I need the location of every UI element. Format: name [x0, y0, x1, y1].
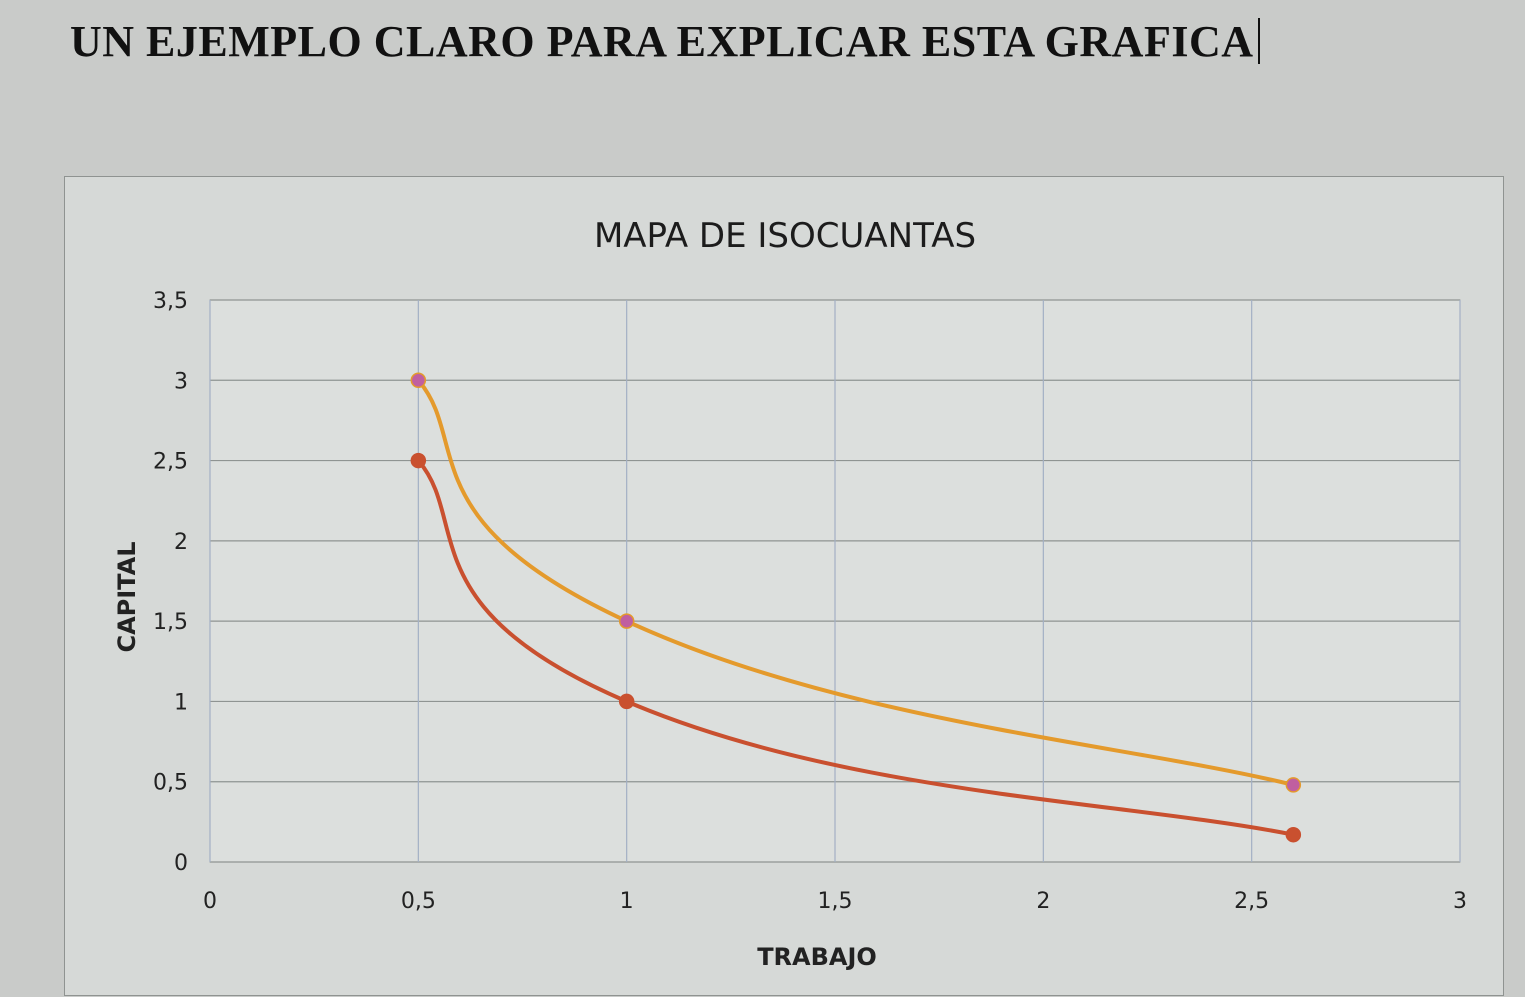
chart-grid	[209, 299, 1461, 863]
chart-series	[410, 372, 1302, 843]
chart-ticks: 0 0,5 1 1,5 2 2,5 3 3,5 0 0,5 1 1,5 2 2,5 3	[153, 289, 1467, 914]
series-1-point	[410, 372, 427, 389]
series-1-point	[1285, 777, 1302, 793]
y-tick-label: 0,5	[153, 771, 188, 796]
y-tick-label: 2	[174, 530, 188, 555]
series-2-point	[618, 693, 635, 710]
x-tick-label: 2	[1036, 889, 1050, 914]
x-tick-label: 1	[620, 889, 634, 914]
y-tick-label: 1,5	[153, 610, 188, 635]
isoquant-chart: MAPA DE ISOCUANTAS 0 0,5 1 1,5 2 2,5 3 3,5 0 0,5 1…	[113, 216, 1467, 971]
x-tick-label: 0,5	[401, 889, 436, 914]
text-cursor	[1257, 18, 1260, 64]
chart-frame: MAPA DE ISOCUANTAS 0 0,5 1 1,5 2 2,5 3 3,5 0 0,5 1…	[64, 176, 1504, 996]
x-tick-label: 1,5	[818, 889, 853, 914]
series-line-1	[416, 378, 1296, 787]
y-tick-label: 3	[174, 369, 188, 394]
page-heading: UN EJEMPLO CLARO PARA EXPLICAR ESTA GRAF…	[70, 16, 1260, 67]
y-tick-label: 2,5	[153, 450, 188, 475]
page-heading-text: UN EJEMPLO CLARO PARA EXPLICAR ESTA GRAF…	[70, 17, 1254, 66]
x-tick-label: 3	[1453, 889, 1467, 914]
x-axis-label: TRABAJO	[757, 943, 877, 971]
x-tick-label: 0	[203, 889, 217, 914]
series-line-2	[416, 458, 1296, 837]
y-axis-label: CAPITAL	[113, 541, 141, 652]
series-2-point	[1285, 826, 1302, 843]
series-2-point	[410, 452, 427, 469]
y-tick-label: 3,5	[153, 289, 188, 314]
x-tick-label: 2,5	[1234, 889, 1269, 914]
y-tick-label: 1	[174, 690, 188, 715]
series-1-point	[618, 613, 635, 629]
chart-title: MAPA DE ISOCUANTAS	[594, 216, 976, 256]
y-tick-label: 0	[174, 851, 188, 876]
